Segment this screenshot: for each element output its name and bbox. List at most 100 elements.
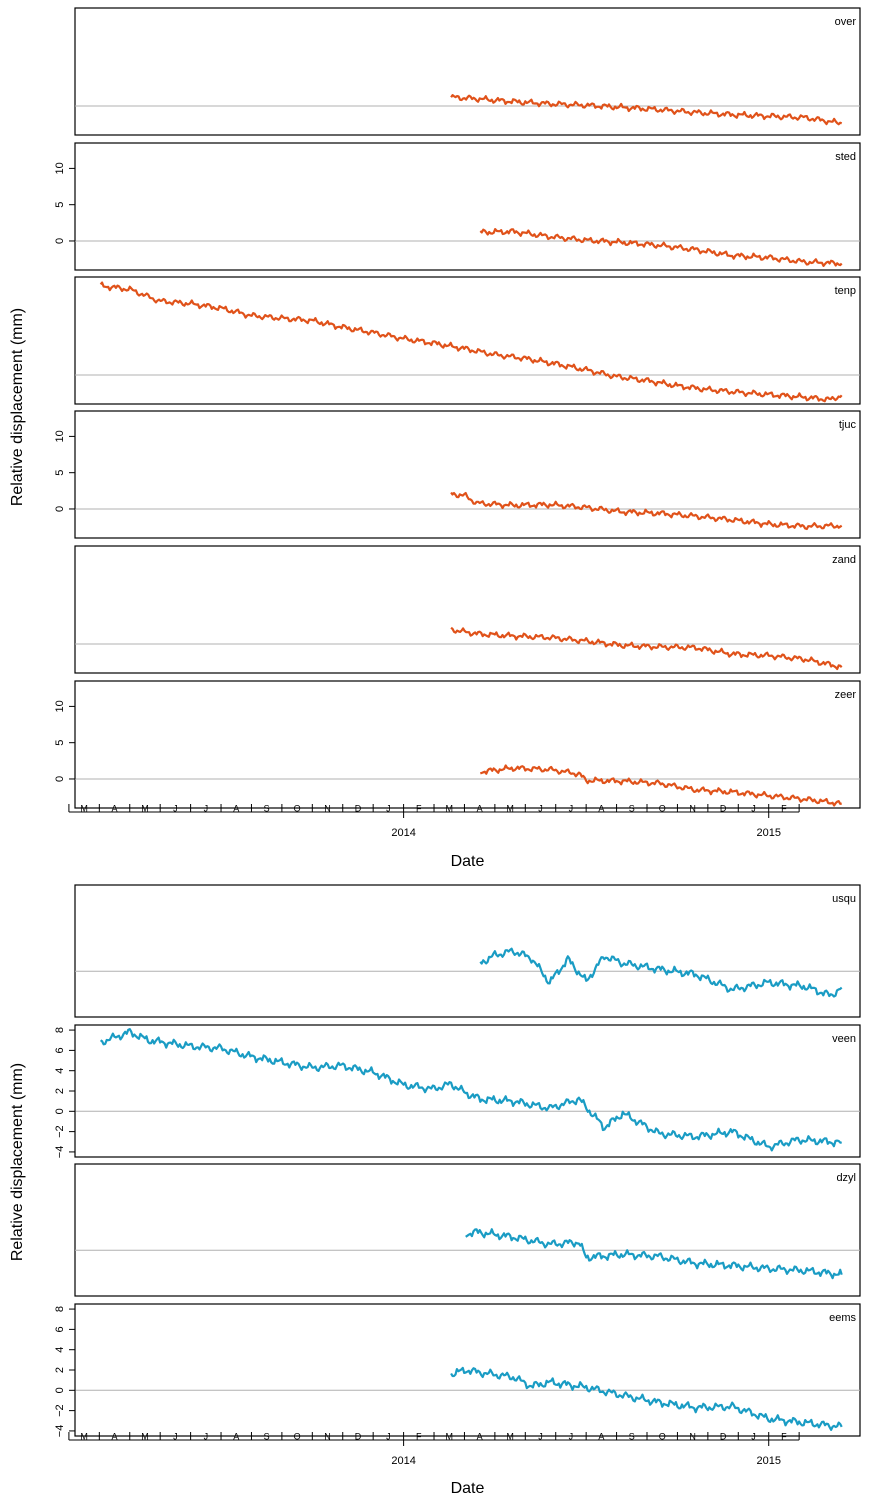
y-tick-label-veen: 4 (54, 1068, 66, 1074)
y-tick-label-tjuc: 5 (54, 470, 66, 476)
panel-frame-usqu (74, 884, 861, 1018)
month-label: M (80, 804, 88, 814)
panel-frame-sted (74, 142, 861, 271)
month-label: N (324, 1432, 331, 1442)
y-tick-label-veen: 8 (54, 1027, 66, 1033)
month-label: J (204, 1432, 209, 1442)
month-label: O (659, 1432, 666, 1442)
series-line-tenp (99, 281, 843, 403)
y-axis-title: Relative displacement (mm) (9, 308, 26, 506)
month-label: M (445, 804, 453, 814)
panel-label-over: over (835, 16, 857, 28)
month-label: N (689, 804, 696, 814)
month-label: A (477, 1432, 483, 1442)
month-label: J (538, 1432, 543, 1442)
month-label: S (264, 804, 270, 814)
panel-frame-over (74, 7, 861, 136)
month-label: M (80, 1432, 88, 1442)
y-tick-label-eems: 6 (54, 1326, 66, 1332)
series-line-over (450, 94, 843, 126)
y-tick-label-sted: 5 (54, 202, 66, 208)
panel-label-sted: sted (835, 151, 856, 163)
month-label: M (445, 1432, 453, 1442)
y-tick-label-veen: 2 (54, 1088, 66, 1094)
month-label: S (629, 1432, 635, 1442)
year-label: 2014 (391, 827, 415, 839)
month-label: A (598, 1432, 604, 1442)
month-label: J (569, 804, 574, 814)
month-label: F (781, 804, 787, 814)
month-label: J (538, 804, 543, 814)
month-label: J (751, 804, 756, 814)
series-line-usqu (479, 947, 843, 998)
month-label: J (386, 804, 391, 814)
year-label: 2014 (391, 1455, 415, 1467)
y-tick-label-sted: 0 (54, 238, 66, 244)
month-label: J (173, 1432, 178, 1442)
month-label: M (506, 804, 514, 814)
month-label: N (689, 1432, 696, 1442)
month-label: M (141, 804, 149, 814)
series-line-sted (479, 228, 843, 267)
month-label: D (355, 1432, 362, 1442)
x-axis-title: Date (451, 853, 485, 870)
month-label: J (569, 1432, 574, 1442)
year-label: 2015 (756, 827, 780, 839)
y-tick-label-zeer: 0 (54, 776, 66, 782)
panel-label-tjuc: tjuc (839, 419, 857, 431)
month-label: M (141, 1432, 149, 1442)
month-label: A (233, 1432, 239, 1442)
y-tick-label-veen: −2 (54, 1125, 66, 1138)
y-tick-label-eems: 4 (54, 1347, 66, 1353)
panel-label-zand: zand (832, 554, 856, 566)
y-tick-label-tjuc: 0 (54, 506, 66, 512)
y-tick-label-veen: −4 (54, 1146, 66, 1159)
y-tick-label-eems: −2 (54, 1404, 66, 1417)
panel-frames (68, 7, 861, 1446)
month-label: F (416, 804, 422, 814)
panel-label-zeer: zeer (835, 689, 857, 701)
month-label: M (506, 1432, 514, 1442)
month-label: D (355, 804, 362, 814)
panel-label-veen: veen (832, 1033, 856, 1045)
series-line-tjuc (450, 491, 843, 531)
y-tick-label-veen: 6 (54, 1047, 66, 1053)
panel-frame-eems (74, 1303, 861, 1437)
y-tick-label-sted: 10 (54, 162, 66, 174)
x-axis-title: Date (451, 1480, 485, 1497)
y-tick-label-veen: 0 (54, 1108, 66, 1114)
month-label: J (386, 1432, 391, 1442)
month-label: O (294, 1432, 301, 1442)
panel-frame-zeer (74, 680, 861, 809)
series-line-eems (450, 1366, 843, 1431)
month-label: O (294, 804, 301, 814)
month-label: J (204, 804, 209, 814)
panel-frame-dzyl (74, 1163, 861, 1297)
month-label: J (173, 804, 178, 814)
y-tick-label-eems: −4 (54, 1425, 66, 1438)
year-label: 2015 (756, 1455, 780, 1467)
y-tick-label-zeer: 5 (54, 740, 66, 746)
series-line-veen (99, 1028, 842, 1152)
series-line-zand (450, 626, 843, 671)
panel-frame-zand (74, 545, 861, 674)
series-lines (99, 94, 843, 1431)
series-line-dzyl (465, 1228, 843, 1280)
month-label: A (477, 804, 483, 814)
y-tick-label-eems: 2 (54, 1367, 66, 1373)
month-label: F (416, 1432, 422, 1442)
month-label: N (324, 804, 331, 814)
month-label: J (751, 1432, 756, 1442)
chart-text: over sted 0 5 10 tenp tjuc 0 5 10 zand zeer 0 5 10 M A M J… (9, 16, 856, 1497)
series-line-zeer (480, 764, 842, 807)
y-tick-label-zeer: 10 (54, 700, 66, 712)
month-label: A (598, 804, 604, 814)
panel-label-eems: eems (829, 1312, 856, 1324)
month-label: A (112, 804, 118, 814)
month-label: D (720, 1432, 727, 1442)
month-label: A (233, 804, 239, 814)
month-label: S (629, 804, 635, 814)
panel-label-tenp: tenp (835, 285, 856, 297)
y-axis-title: Relative displacement (mm) (9, 1063, 26, 1261)
y-tick-label-tjuc: 10 (54, 430, 66, 442)
